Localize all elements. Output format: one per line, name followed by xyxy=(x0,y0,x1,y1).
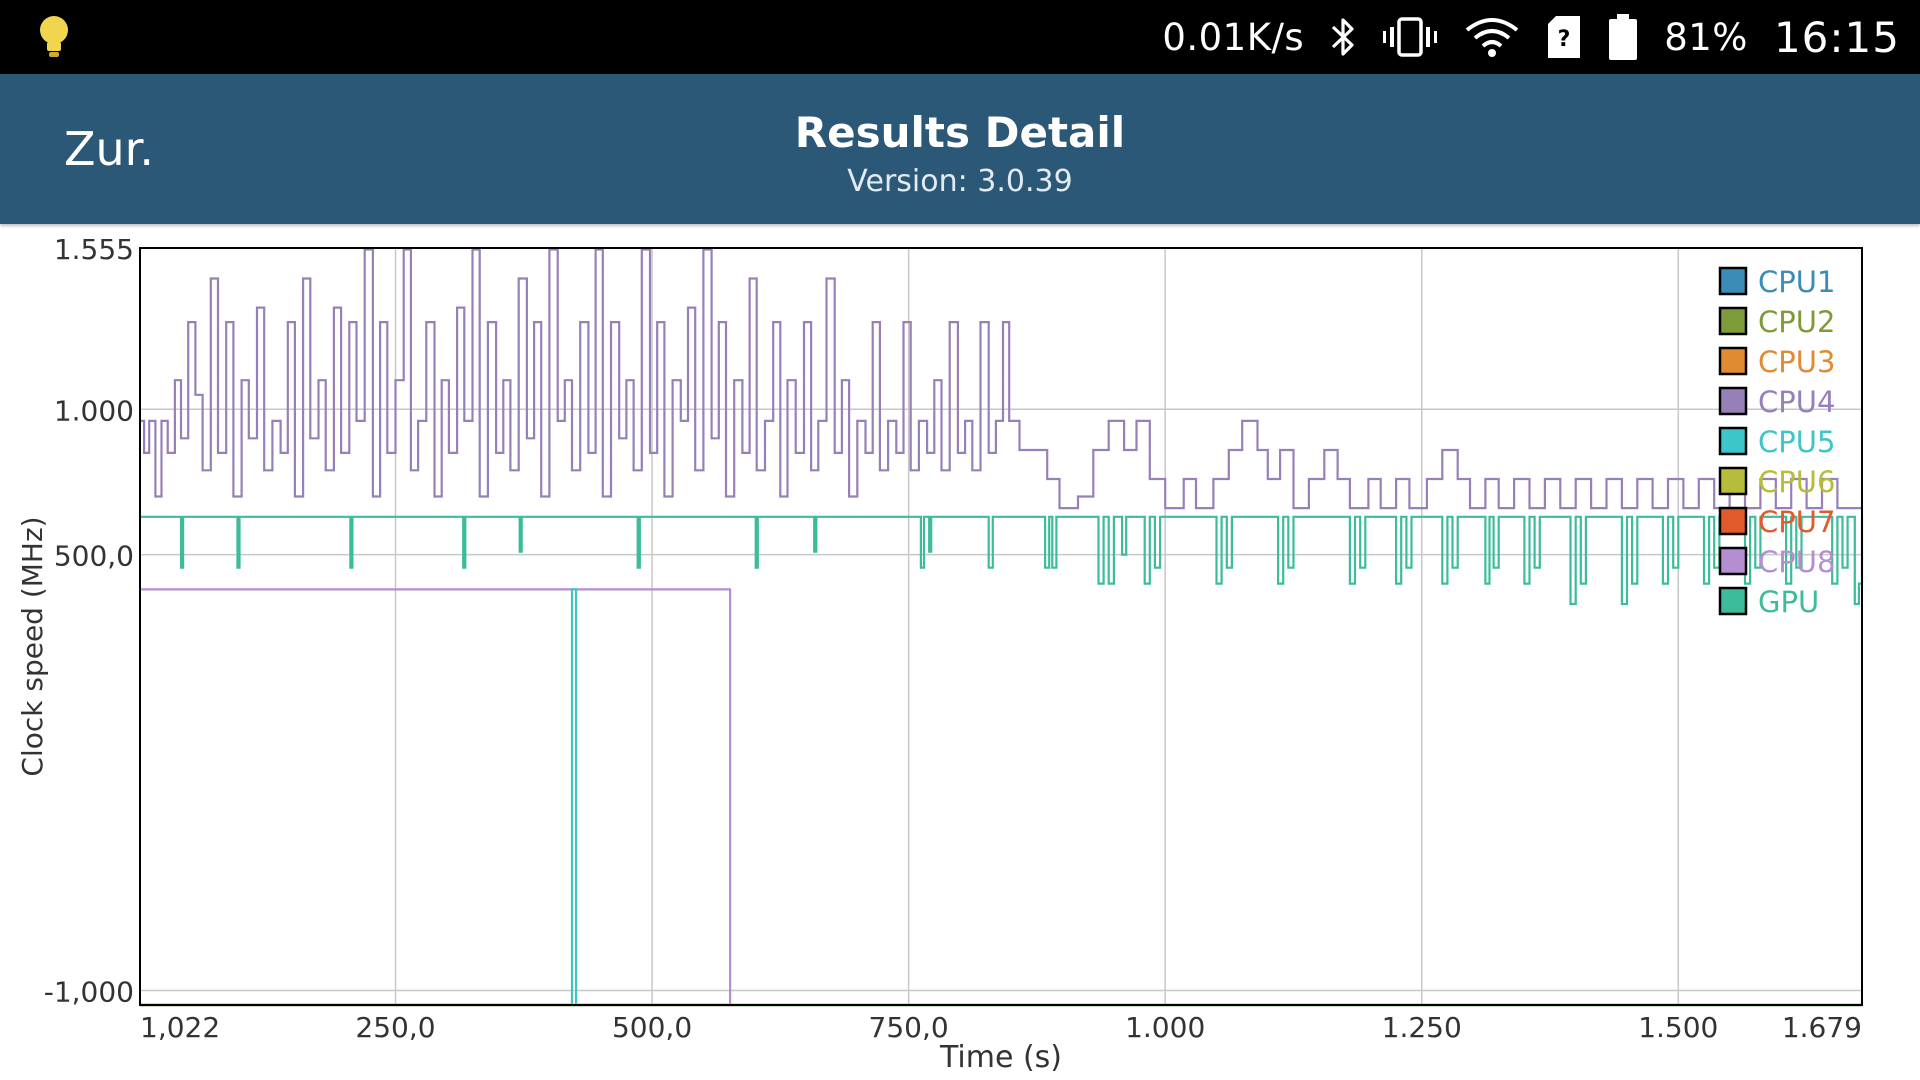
version-label: Version: 3.0.39 xyxy=(847,164,1073,199)
legend-label: CPU8 xyxy=(1758,545,1835,579)
x-tick-label: 250,0 xyxy=(355,1011,435,1044)
y-tick-label: -1,000 xyxy=(44,975,134,1008)
sim-unknown-icon: ? xyxy=(1546,14,1582,60)
clock: 16:15 xyxy=(1773,12,1900,62)
x-tick-label: 1.500 xyxy=(1638,1011,1718,1044)
legend-swatch xyxy=(1718,466,1748,496)
legend-label: CPU2 xyxy=(1758,305,1835,339)
y-tick-label: 1.555 xyxy=(54,233,134,266)
battery-percent: 81% xyxy=(1664,15,1748,59)
series-line-cpu5 xyxy=(140,588,1862,1007)
network-speed: 0.01K/s xyxy=(1162,15,1305,59)
legend-label: CPU3 xyxy=(1758,345,1835,379)
legend-swatch xyxy=(1718,306,1748,336)
back-button[interactable]: Zur. xyxy=(64,122,154,176)
legend-swatch xyxy=(1718,546,1748,576)
legend-swatch xyxy=(1718,386,1748,416)
legend-label: CPU7 xyxy=(1758,505,1835,539)
legend-label: CPU1 xyxy=(1758,265,1835,299)
series-line-cpu8 xyxy=(140,588,732,1005)
legend-swatch xyxy=(1718,586,1748,616)
legend-item-cpu8[interactable]: CPU8 xyxy=(1718,545,1835,579)
legend-label: CPU4 xyxy=(1758,385,1835,419)
status-bar: 0.01K/s ? xyxy=(0,0,1920,74)
x-tick-label: 1,022 xyxy=(140,1011,220,1044)
x-tick-label: 500,0 xyxy=(612,1011,692,1044)
series-line-cpu4 xyxy=(140,248,1862,510)
x-axis-label: Time (s) xyxy=(939,1040,1062,1075)
status-icons: 0.01K/s ? xyxy=(1162,0,1900,74)
legend-label: CPU6 xyxy=(1758,465,1835,499)
wifi-icon xyxy=(1464,16,1520,58)
legend-item-cpu4[interactable]: CPU4 xyxy=(1718,385,1835,419)
chart-container: 1.555 1.000 500,0 -1,000 1,022 250,0 500,0 750… xyxy=(0,224,1920,1080)
legend-item-cpu1[interactable]: CPU1 xyxy=(1718,265,1835,299)
legend-label: CPU5 xyxy=(1758,425,1835,459)
legend-swatch xyxy=(1718,506,1748,536)
legend-swatch xyxy=(1718,266,1748,296)
page-title: Results Detail xyxy=(794,108,1126,157)
legend-swatch xyxy=(1718,346,1748,376)
x-tick-label: 1.679 xyxy=(1782,1011,1862,1044)
x-tick-label: 1.250 xyxy=(1382,1011,1462,1044)
x-tick-label: 1.000 xyxy=(1125,1011,1205,1044)
legend-item-cpu2[interactable]: CPU2 xyxy=(1718,305,1835,339)
series-lines xyxy=(140,248,1864,1007)
legend-item-cpu7[interactable]: CPU7 xyxy=(1718,505,1835,539)
app-bar: Zur. Results Detail Version: 3.0.39 xyxy=(0,74,1920,224)
battery-icon xyxy=(1608,13,1638,61)
legend-item-cpu3[interactable]: CPU3 xyxy=(1718,345,1835,379)
legend-item-cpu5[interactable]: CPU5 xyxy=(1718,425,1835,459)
y-axis-label: Clock speed (MHz) xyxy=(16,516,49,776)
legend-item-gpu[interactable]: GPU xyxy=(1718,585,1819,619)
series-line-gpu xyxy=(140,515,1864,606)
legend[interactable]: CPU1 CPU2 CPU3 CPU4 CPU5 CPU6 CPU7 CPU8 GPU xyxy=(1718,265,1835,619)
bluetooth-icon xyxy=(1330,16,1356,58)
legend-item-cpu6[interactable]: CPU6 xyxy=(1718,465,1835,499)
vibrate-icon xyxy=(1382,16,1438,58)
y-tick-label: 1.000 xyxy=(54,394,134,427)
plot-frame xyxy=(139,247,1863,1006)
svg-text:?: ? xyxy=(1558,27,1571,52)
lightbulb-icon xyxy=(32,12,76,62)
x-axis-ticks: 1,022 250,0 500,0 750,0 1.000 1.250 1.500 1.679 xyxy=(140,1011,1862,1044)
y-tick-label: 500,0 xyxy=(54,540,134,573)
clock-speed-chart[interactable]: 1.555 1.000 500,0 -1,000 1,022 250,0 500,0 750… xyxy=(0,224,1920,1080)
legend-label: GPU xyxy=(1758,585,1819,619)
legend-swatch xyxy=(1718,426,1748,456)
x-tick-label: 750,0 xyxy=(869,1011,949,1044)
grid xyxy=(139,247,1863,1005)
y-axis-ticks: 1.555 1.000 500,0 -1,000 xyxy=(44,233,134,1008)
